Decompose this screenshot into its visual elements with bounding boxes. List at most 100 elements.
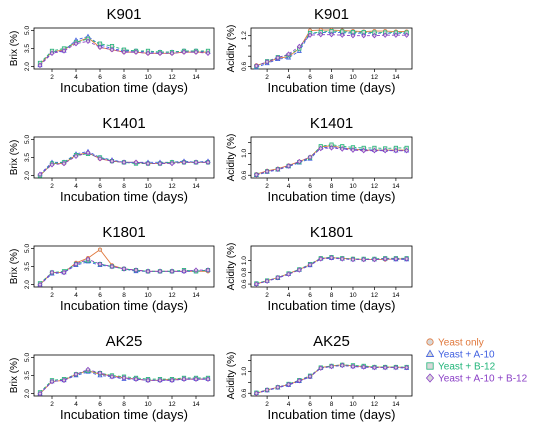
y-tick-label: 0.8	[241, 267, 248, 276]
x-tick-label: 10	[144, 401, 152, 408]
data-point	[307, 373, 313, 380]
series-line	[256, 257, 407, 285]
data-point	[404, 32, 410, 38]
y-tick-label: 1.0	[241, 256, 248, 265]
data-point	[193, 376, 199, 382]
data-point	[404, 256, 410, 262]
x-tick-label: 14	[392, 74, 400, 81]
data-point	[193, 159, 199, 166]
data-point	[404, 364, 410, 371]
data-point	[286, 54, 292, 60]
data-point	[286, 381, 291, 388]
x-tick-label: 12	[168, 401, 176, 408]
x-axis-label: Incubation time (days)	[268, 80, 396, 95]
data-point	[61, 269, 67, 276]
y-axis-label: Acidity (%)	[226, 25, 237, 73]
data-point	[205, 267, 211, 273]
x-tick-label: 8	[122, 74, 126, 81]
x-tick-label: 2	[265, 401, 269, 408]
data-point	[145, 160, 151, 167]
data-point	[145, 268, 151, 275]
y-tick-label: 1.2	[241, 31, 248, 40]
chart-title: K1401	[102, 115, 145, 132]
y-axis-label: Brix (%)	[9, 31, 20, 67]
data-point	[275, 54, 281, 61]
y-axis-label: Acidity (%)	[226, 134, 237, 182]
data-point	[372, 147, 377, 154]
data-point	[286, 51, 291, 57]
data-point	[181, 376, 187, 382]
x-axis-label: Incubation time (days)	[60, 298, 188, 313]
data-point	[372, 256, 377, 263]
x-tick-label: 14	[392, 292, 400, 299]
legend-label: Yeast only	[438, 338, 484, 349]
data-point	[157, 50, 163, 57]
x-axis-label: Incubation time (days)	[60, 80, 188, 95]
chart-panel-ak25-acidity: AK25 2 4 6 8 10 12 14 0.6 1.0 Incubation time (day…	[226, 333, 413, 422]
data-point	[61, 48, 67, 54]
data-point	[109, 263, 115, 270]
series-yeast-a-10-b-12	[253, 145, 410, 178]
legend-label: Yeast + A-10 + B-12	[438, 374, 528, 385]
data-point	[393, 32, 399, 38]
chart-panel-k901-brix: K901 2 4 6 8 10 12 14 2.0 3.5 5.0 Incubation time (…	[9, 6, 215, 95]
y-tick-label: 1.0	[241, 149, 248, 158]
data-point	[61, 377, 67, 384]
data-point	[286, 163, 291, 169]
chart-title: AK25	[313, 333, 350, 350]
x-axis-label: Incubation time (days)	[268, 407, 396, 422]
y-tick-label: 3.5	[24, 371, 31, 380]
x-tick-label: 10	[144, 292, 152, 299]
x-tick-label: 2	[265, 74, 269, 81]
y-tick-label: 5.0	[24, 26, 31, 35]
x-tick-label: 14	[192, 292, 200, 299]
data-point	[193, 49, 199, 55]
x-tick-label: 6	[308, 401, 312, 408]
data-point	[49, 50, 55, 57]
y-axis-label: Brix (%)	[9, 140, 20, 176]
chart-panel-ak25-brix: AK25 2 4 6 8 10 12 14 2.0 3.5 5.0 Incubation time (…	[9, 333, 215, 422]
data-point	[393, 364, 399, 371]
data-point	[157, 268, 163, 275]
chart-title: K901	[106, 6, 141, 23]
data-point	[307, 32, 313, 38]
legend-marker-circle-icon	[426, 338, 434, 346]
x-tick-label: 2	[50, 292, 54, 299]
data-point	[264, 387, 270, 393]
x-tick-label: 4	[287, 292, 291, 299]
data-point	[318, 365, 324, 371]
data-point	[329, 363, 334, 370]
data-point	[264, 59, 270, 65]
x-tick-label: 8	[122, 183, 126, 190]
chart-title: K1801	[102, 224, 145, 241]
data-point	[393, 256, 399, 262]
data-point	[85, 366, 91, 373]
series-line	[39, 258, 208, 285]
data-point	[181, 49, 187, 55]
chart-title: K1401	[310, 115, 353, 132]
y-tick-label: 0.6	[241, 388, 248, 397]
data-point	[275, 166, 281, 172]
y-tick-label: 2.0	[24, 171, 31, 180]
data-point	[382, 364, 388, 371]
x-tick-label: 8	[330, 292, 334, 299]
data-point	[73, 371, 79, 378]
data-point	[37, 62, 43, 69]
chart-panel-k1401-brix: K1401 2 4 6 8 10 12 14 2.0 3.5 5.0 Incubation time …	[9, 115, 215, 204]
series-yeast-a-10-b-12	[253, 254, 410, 287]
series-yeast-a-10-b-12	[37, 366, 211, 397]
data-point	[205, 159, 211, 166]
data-point	[133, 159, 139, 166]
x-tick-label: 6	[308, 292, 312, 299]
chart-panel-k1401-acidity: K1401 2 4 6 8 10 12 14 0.6 1.0 Incubation time (da…	[226, 115, 413, 204]
data-point	[382, 32, 388, 38]
y-tick-label: 2.0	[24, 62, 31, 71]
x-tick-label: 4	[74, 292, 78, 299]
chart-panel-k1801-acidity: K1801 2 4 6 8 10 12 14 0.6 0.8 1.0 Incubation time …	[226, 224, 413, 313]
x-tick-label: 12	[371, 74, 379, 81]
data-point	[85, 256, 91, 262]
data-point	[253, 171, 259, 178]
y-tick-label: 3.5	[24, 262, 31, 271]
data-point	[361, 364, 367, 370]
data-point	[97, 155, 103, 162]
